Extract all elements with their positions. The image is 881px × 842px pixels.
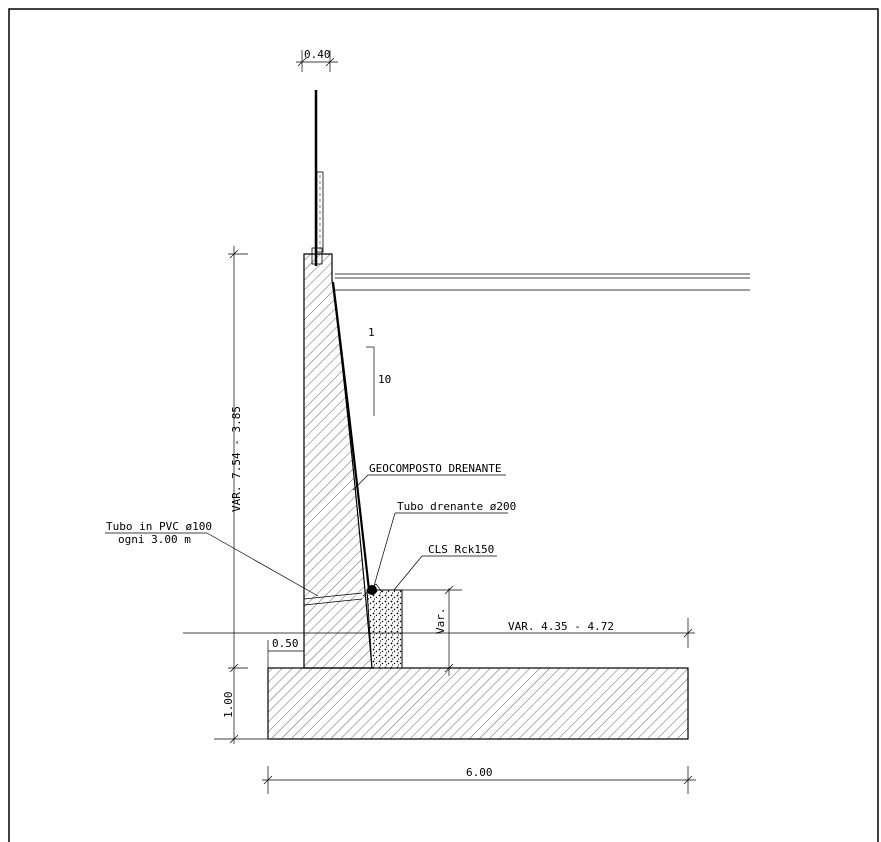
geocomposite-label: GEOCOMPOSTO DRENANTE bbox=[369, 462, 501, 475]
retained-range-label: VAR. 4.35 - 4.72 bbox=[508, 620, 614, 633]
slope-rise: 1 bbox=[368, 326, 375, 339]
footing-thickness-label: 1.00 bbox=[222, 692, 235, 719]
dim-wall-height: VAR. 7.54 - 3.85 bbox=[228, 246, 248, 673]
var-label: Var. bbox=[434, 608, 447, 635]
footing bbox=[267, 667, 689, 740]
wall-height-label: VAR. 7.54 - 3.85 bbox=[230, 406, 243, 512]
drain-pipe-callout: Tubo drenante ø200 bbox=[373, 500, 516, 587]
base-width-label: 6.00 bbox=[466, 766, 493, 779]
dim-var: Var. bbox=[402, 585, 462, 676]
pvc-pipe-callout: Tubo in PVC ø100 ogni 3.00 m bbox=[105, 520, 319, 597]
wall-width-label: 0.50 bbox=[272, 637, 299, 650]
concrete-label: CLS Rck150 bbox=[428, 543, 494, 556]
slope-run: 10 bbox=[378, 373, 391, 386]
concrete-callout: CLS Rck150 bbox=[393, 543, 497, 591]
geocomposite-callout: GEOCOMPOSTO DRENANTE bbox=[352, 462, 506, 491]
pvc-pipe-label-2: ogni 3.00 m bbox=[118, 533, 191, 546]
dim-retained-range: VAR. 4.35 - 4.72 bbox=[183, 618, 695, 648]
dim-wall-width: 0.50 bbox=[267, 637, 304, 668]
pvc-pipe-label-1: Tubo in PVC ø100 bbox=[106, 520, 212, 533]
pvc-weep-pipe bbox=[303, 592, 363, 600]
slope-indicator: 1 10 bbox=[366, 326, 391, 416]
concrete-block bbox=[366, 589, 403, 669]
dim-footing-thickness: 1.00 bbox=[214, 668, 268, 744]
drain-pipe-icon bbox=[367, 585, 377, 595]
post-width-label: 0.40 bbox=[304, 48, 331, 61]
dim-post-width: 0.40 bbox=[296, 48, 338, 72]
drawing-frame bbox=[8, 8, 879, 842]
drain-pipe-label: Tubo drenante ø200 bbox=[397, 500, 516, 513]
dim-base-width: 6.00 bbox=[262, 766, 696, 794]
geocomposite-layer bbox=[331, 281, 371, 591]
